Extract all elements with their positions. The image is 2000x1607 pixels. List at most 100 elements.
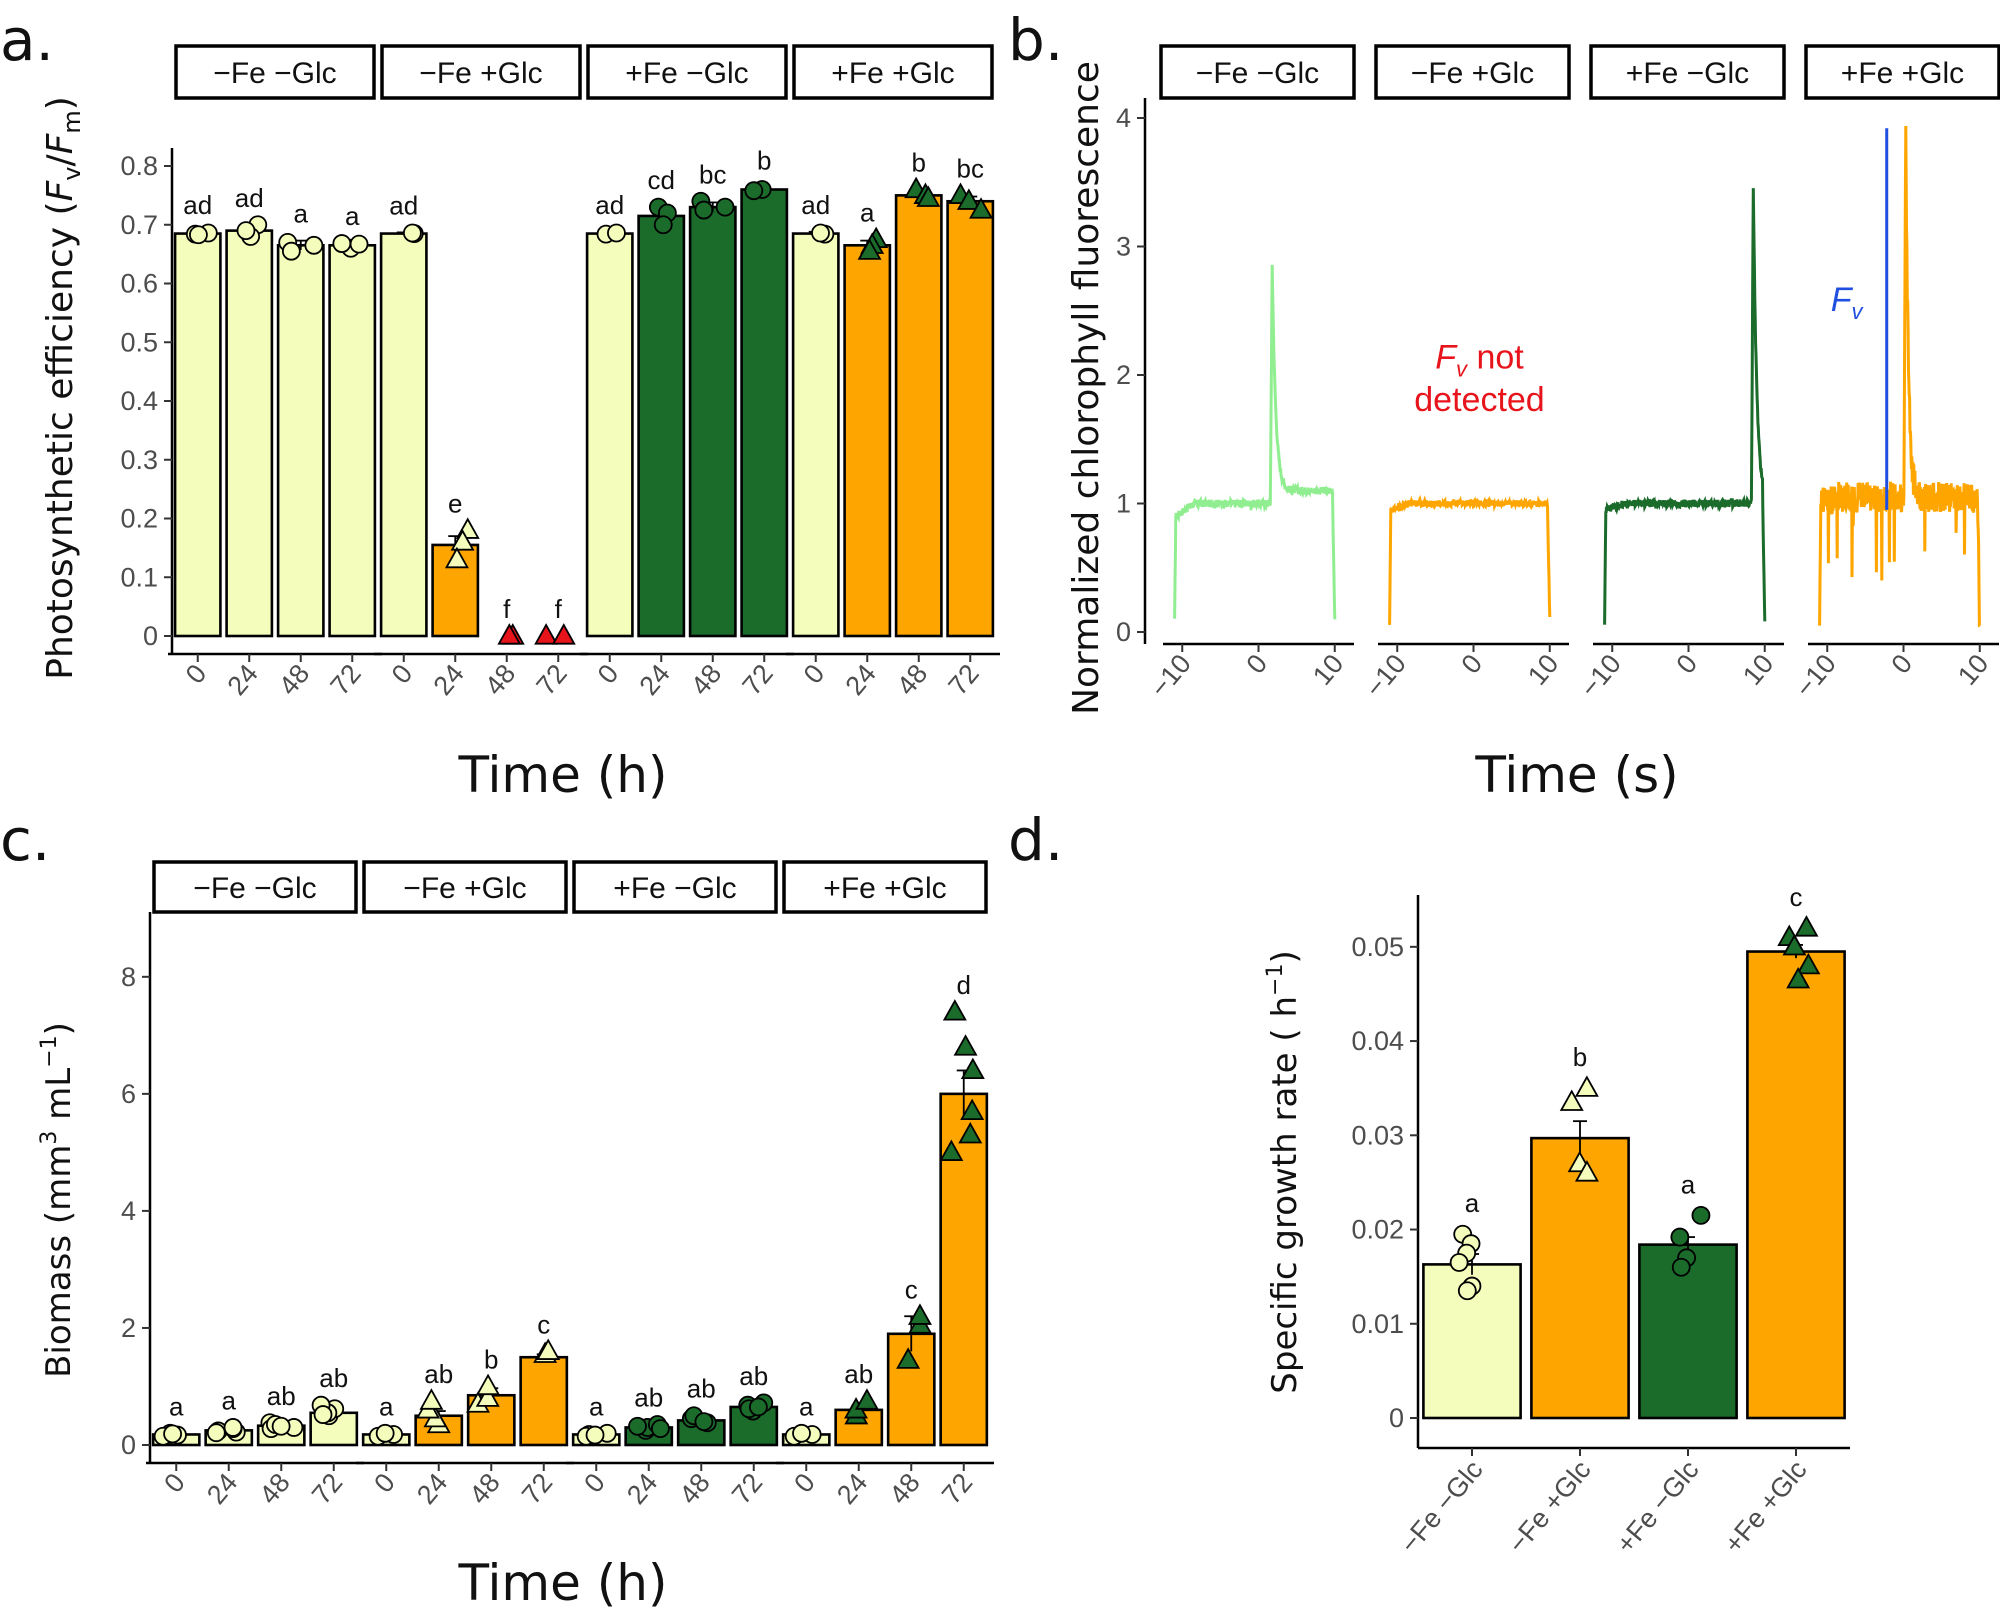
bar [894, 194, 943, 638]
x-tick-label: 24 [411, 1468, 453, 1510]
x-tick-label: 0 [180, 659, 213, 690]
x-tick-label: 0 [578, 1468, 611, 1499]
y-tick-label: 2 [121, 1313, 136, 1343]
facet-strip-label: +Fe +Glc [1841, 57, 1964, 90]
bar [225, 229, 274, 638]
x-tick-label: 0 [386, 659, 419, 690]
data-point [475, 1385, 500, 1407]
y-title-fm-sub: m [58, 110, 86, 133]
bar [585, 232, 634, 638]
panel-d-specific-growth-rate: 0 0.01 0.02 0.03 0.04 0.05 Specific growth rat… [1263, 882, 1850, 1559]
y-tick-label: 0 [1116, 617, 1131, 647]
data-point [1796, 952, 1821, 975]
facet-strip [152, 860, 358, 914]
significance-letter: e [448, 488, 462, 518]
data-point [206, 1423, 226, 1443]
data-point [1559, 1089, 1584, 1111]
y-title-prefix: Specific growth rate ( h [1265, 996, 1305, 1394]
x-tick-label: 10 [1737, 649, 1779, 691]
data-point [163, 1424, 182, 1444]
x-tick-label: 48 [464, 1468, 506, 1510]
not-detected-line2: detected [1414, 381, 1544, 419]
facet-strip [1159, 44, 1356, 100]
y-title-prefix: Biomass (mm [39, 1145, 79, 1378]
y-tick-label: 0.01 [1351, 1309, 1404, 1339]
x-tick-label: 0 [1455, 649, 1488, 680]
x-tick-label: 72 [943, 659, 985, 701]
bar [946, 199, 995, 638]
y-axis-title: Normalized chlorophyll fluorescence [1066, 61, 1107, 715]
significance-letter: ad [389, 190, 418, 220]
data-point [694, 1412, 714, 1431]
bar [519, 1355, 569, 1447]
data-point [1574, 1160, 1599, 1182]
x-tick-label: 48 [254, 1468, 296, 1510]
y-title-suffix: ) [39, 1022, 79, 1035]
facet-strip-label: +Fe +Glc [831, 57, 954, 90]
significance-letter: ab [844, 1359, 873, 1389]
significance-letter: b [912, 148, 926, 178]
x-tick-label: +Fe −Glc [1610, 1455, 1704, 1559]
facet-1: −Fe −Glc a 0 a 24 ab 48 ab 72 [146, 860, 364, 1510]
x-tick-label: −10 [1359, 649, 1411, 703]
data-point [444, 546, 469, 569]
significance-letter: cd [648, 165, 675, 195]
y-title-sup1: 3 [37, 1131, 62, 1145]
facet-strip [174, 44, 376, 100]
data-point [551, 623, 576, 645]
significance-letter: ab [319, 1363, 348, 1393]
facet-strip-label: −Fe +Glc [403, 872, 526, 905]
x-tick-label: 72 [306, 1468, 348, 1510]
data-point [497, 623, 522, 645]
x-tick-label: 48 [884, 1468, 926, 1510]
x-tick-label: 0 [158, 1468, 191, 1499]
data-point [694, 200, 714, 220]
data-point [628, 1416, 647, 1436]
significance-letter: a [379, 1391, 394, 1421]
x-tick-label: 24 [201, 1468, 243, 1510]
facet-4: +Fe +Glc ad 0 a 24 b 48 bc 72 [786, 44, 1000, 701]
x-tick-label: 0 [788, 1468, 821, 1499]
y-axis-title: Specific growth rate ( h−1) [1263, 950, 1305, 1393]
y-title-sup: −1 [1263, 964, 1288, 996]
data-point [313, 1405, 333, 1424]
panel-label-d: d. [1008, 806, 1063, 874]
data-point [792, 1423, 811, 1443]
data-point [1671, 1257, 1691, 1277]
data-point [607, 223, 626, 243]
y-title-prefix: Photosynthetic efficiency ( [40, 201, 81, 679]
y-title-fv: F [40, 179, 81, 201]
facet-1: −Fe −Glc −10 0 10 [1144, 44, 1356, 703]
fluorescence-trace [1818, 125, 1981, 628]
bar [688, 205, 737, 638]
x-tick-label: 24 [840, 659, 882, 701]
data-point [536, 1338, 561, 1360]
significance-letter: b [757, 146, 771, 176]
significance-letter: a [799, 1391, 814, 1421]
bar [791, 232, 840, 638]
not-detected-line1: Fv not [1435, 339, 1524, 382]
data-point [942, 999, 967, 1021]
significance-letter: b [1573, 1042, 1587, 1072]
significance-letter: c [1790, 882, 1803, 912]
bar [1746, 950, 1846, 1420]
data-point [1670, 1227, 1690, 1247]
data-point [969, 197, 994, 219]
data-point [960, 1057, 985, 1080]
facet-4: +Fe +Glc −10 0 10 Fv [1789, 44, 2000, 703]
y-tick-label: 0 [143, 621, 158, 651]
data-point [1786, 966, 1811, 989]
fv-label-sub: v [1852, 299, 1865, 324]
y-tick-label: 0.02 [1351, 1215, 1404, 1245]
data-point [402, 223, 422, 243]
facet-strip [1589, 44, 1786, 100]
y-tick-label: 0.1 [120, 562, 158, 592]
x-tick-label: 72 [516, 1468, 558, 1510]
significance-letter: a [222, 1385, 237, 1415]
x-tick-label: 72 [737, 659, 779, 701]
bar [328, 244, 377, 638]
bar [276, 244, 325, 638]
x-tick-label: 24 [428, 659, 470, 701]
bar [843, 244, 892, 638]
x-tick-label: 24 [222, 659, 264, 701]
